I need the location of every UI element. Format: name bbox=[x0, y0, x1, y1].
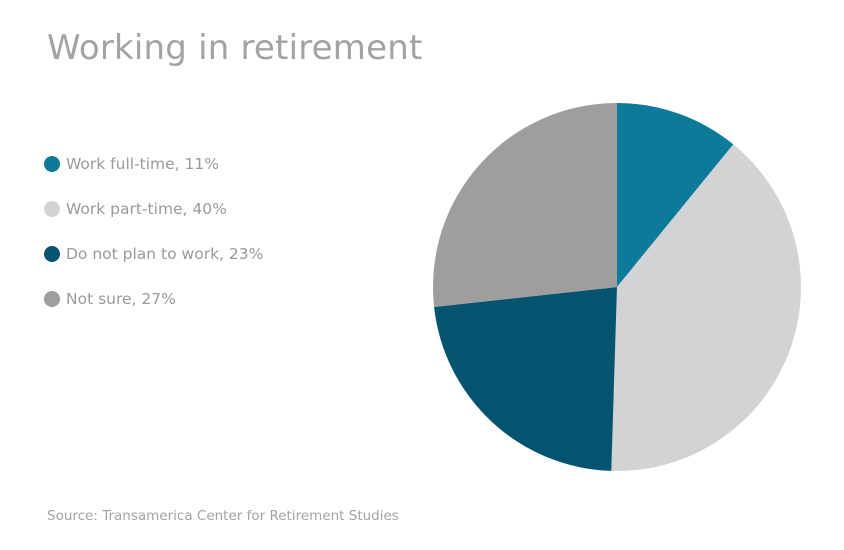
pie-slice-work-full-time bbox=[617, 103, 734, 287]
chart-title: Working in retirement bbox=[47, 28, 423, 68]
legend-item-not-sure: Not sure, 27% bbox=[44, 276, 263, 321]
legend-item-do-not-plan-to-work: Do not plan to work, 23% bbox=[44, 231, 263, 276]
legend-swatch-work-full-time bbox=[44, 155, 60, 172]
legend-swatch-not-sure bbox=[44, 290, 60, 307]
legend-item-work-full-time: Work full-time, 11% bbox=[44, 141, 263, 186]
source-note: Source: Transamerica Center for Retireme… bbox=[47, 508, 399, 524]
legend-label-not-sure: Not sure, 27% bbox=[66, 289, 176, 308]
pie-slice-work-part-time bbox=[611, 144, 801, 471]
legend-swatch-do-not-plan-to-work bbox=[44, 245, 60, 262]
pie-slice-do-not-plan-to-work bbox=[434, 287, 617, 471]
pie-slice-not-sure bbox=[433, 103, 617, 307]
legend-label-do-not-plan-to-work: Do not plan to work, 23% bbox=[66, 244, 264, 263]
legend: Work full-time, 11% Work part-time, 40% … bbox=[44, 141, 263, 321]
legend-swatch-work-part-time bbox=[44, 200, 60, 217]
legend-label-work-full-time: Work full-time, 11% bbox=[66, 154, 219, 173]
legend-label-work-part-time: Work part-time, 40% bbox=[66, 199, 227, 218]
legend-item-work-part-time: Work part-time, 40% bbox=[44, 186, 263, 231]
